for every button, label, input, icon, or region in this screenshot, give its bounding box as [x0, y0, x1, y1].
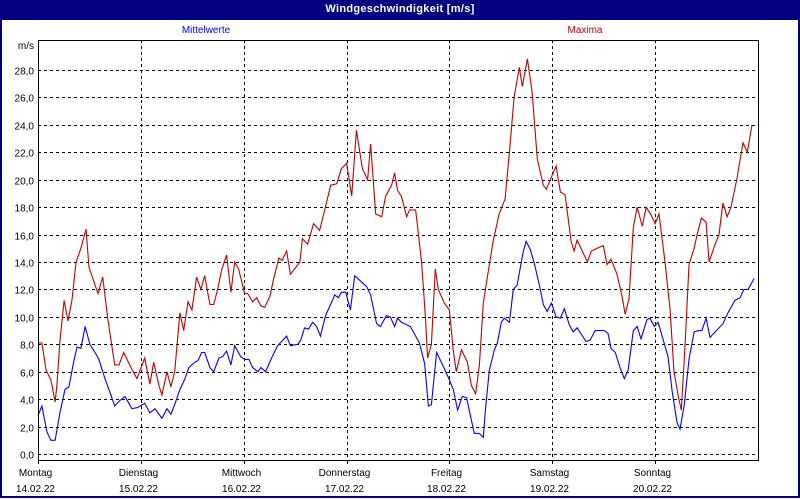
y-axis-unit: m/s [18, 41, 34, 52]
y-tick-label: 14,0 [15, 259, 35, 270]
date-label: 16.02.22 [222, 484, 261, 495]
y-tick-label: 18,0 [15, 204, 35, 215]
y-tick-label: 26,0 [15, 94, 35, 105]
date-label: 19.02.22 [530, 484, 569, 495]
legend-maxima: Maxima [567, 25, 602, 36]
grid [38, 40, 758, 460]
y-tick-label: 12,0 [15, 286, 35, 297]
y-tick-label: 2,0 [20, 424, 34, 435]
y-tick-label: 10,0 [15, 314, 35, 325]
date-label: 14.02.22 [16, 484, 55, 495]
y-tick-label: 20,0 [15, 177, 35, 188]
date-label: 20.02.22 [633, 484, 672, 495]
x-axis-ticks: Montag 14.02.22 Dienstag 15.02.22 Mittwoch 16… [16, 460, 672, 495]
day-label: Sonntag [634, 468, 671, 479]
day-label: Mittwoch [222, 468, 261, 479]
chart-title: Windgeschwindigkeit [m/s] [0, 0, 800, 20]
series-line-mittelwerte [37, 239, 755, 441]
day-label: Freitag [431, 468, 462, 479]
y-tick-label: 0,0 [20, 451, 34, 462]
y-axis-ticks: 0,0 2,0 4,0 6,0 8,0 10,0 12,0 14,0 16,0 18,0 20,0 2… [15, 67, 35, 462]
day-label: Samstag [530, 468, 569, 479]
series-lines [37, 58, 755, 441]
date-label: 17.02.22 [325, 484, 364, 495]
day-label: Montag [19, 468, 52, 479]
series-line-maxima [38, 58, 753, 411]
y-tick-label: 4,0 [20, 396, 34, 407]
y-tick-label: 22,0 [15, 149, 35, 160]
y-tick-label: 6,0 [20, 369, 34, 380]
y-tick-label: 24,0 [15, 122, 35, 133]
y-tick-label: 16,0 [15, 232, 35, 243]
legend-mittelwerte: Mittelwerte [182, 25, 231, 36]
day-label: Donnerstag [319, 468, 371, 479]
date-label: 18.02.22 [427, 484, 466, 495]
y-tick-label: 28,0 [15, 67, 35, 78]
date-label: 15.02.22 [119, 484, 158, 495]
y-tick-label: 8,0 [20, 341, 34, 352]
day-label: Dienstag [119, 468, 158, 479]
plot-border [38, 40, 759, 461]
